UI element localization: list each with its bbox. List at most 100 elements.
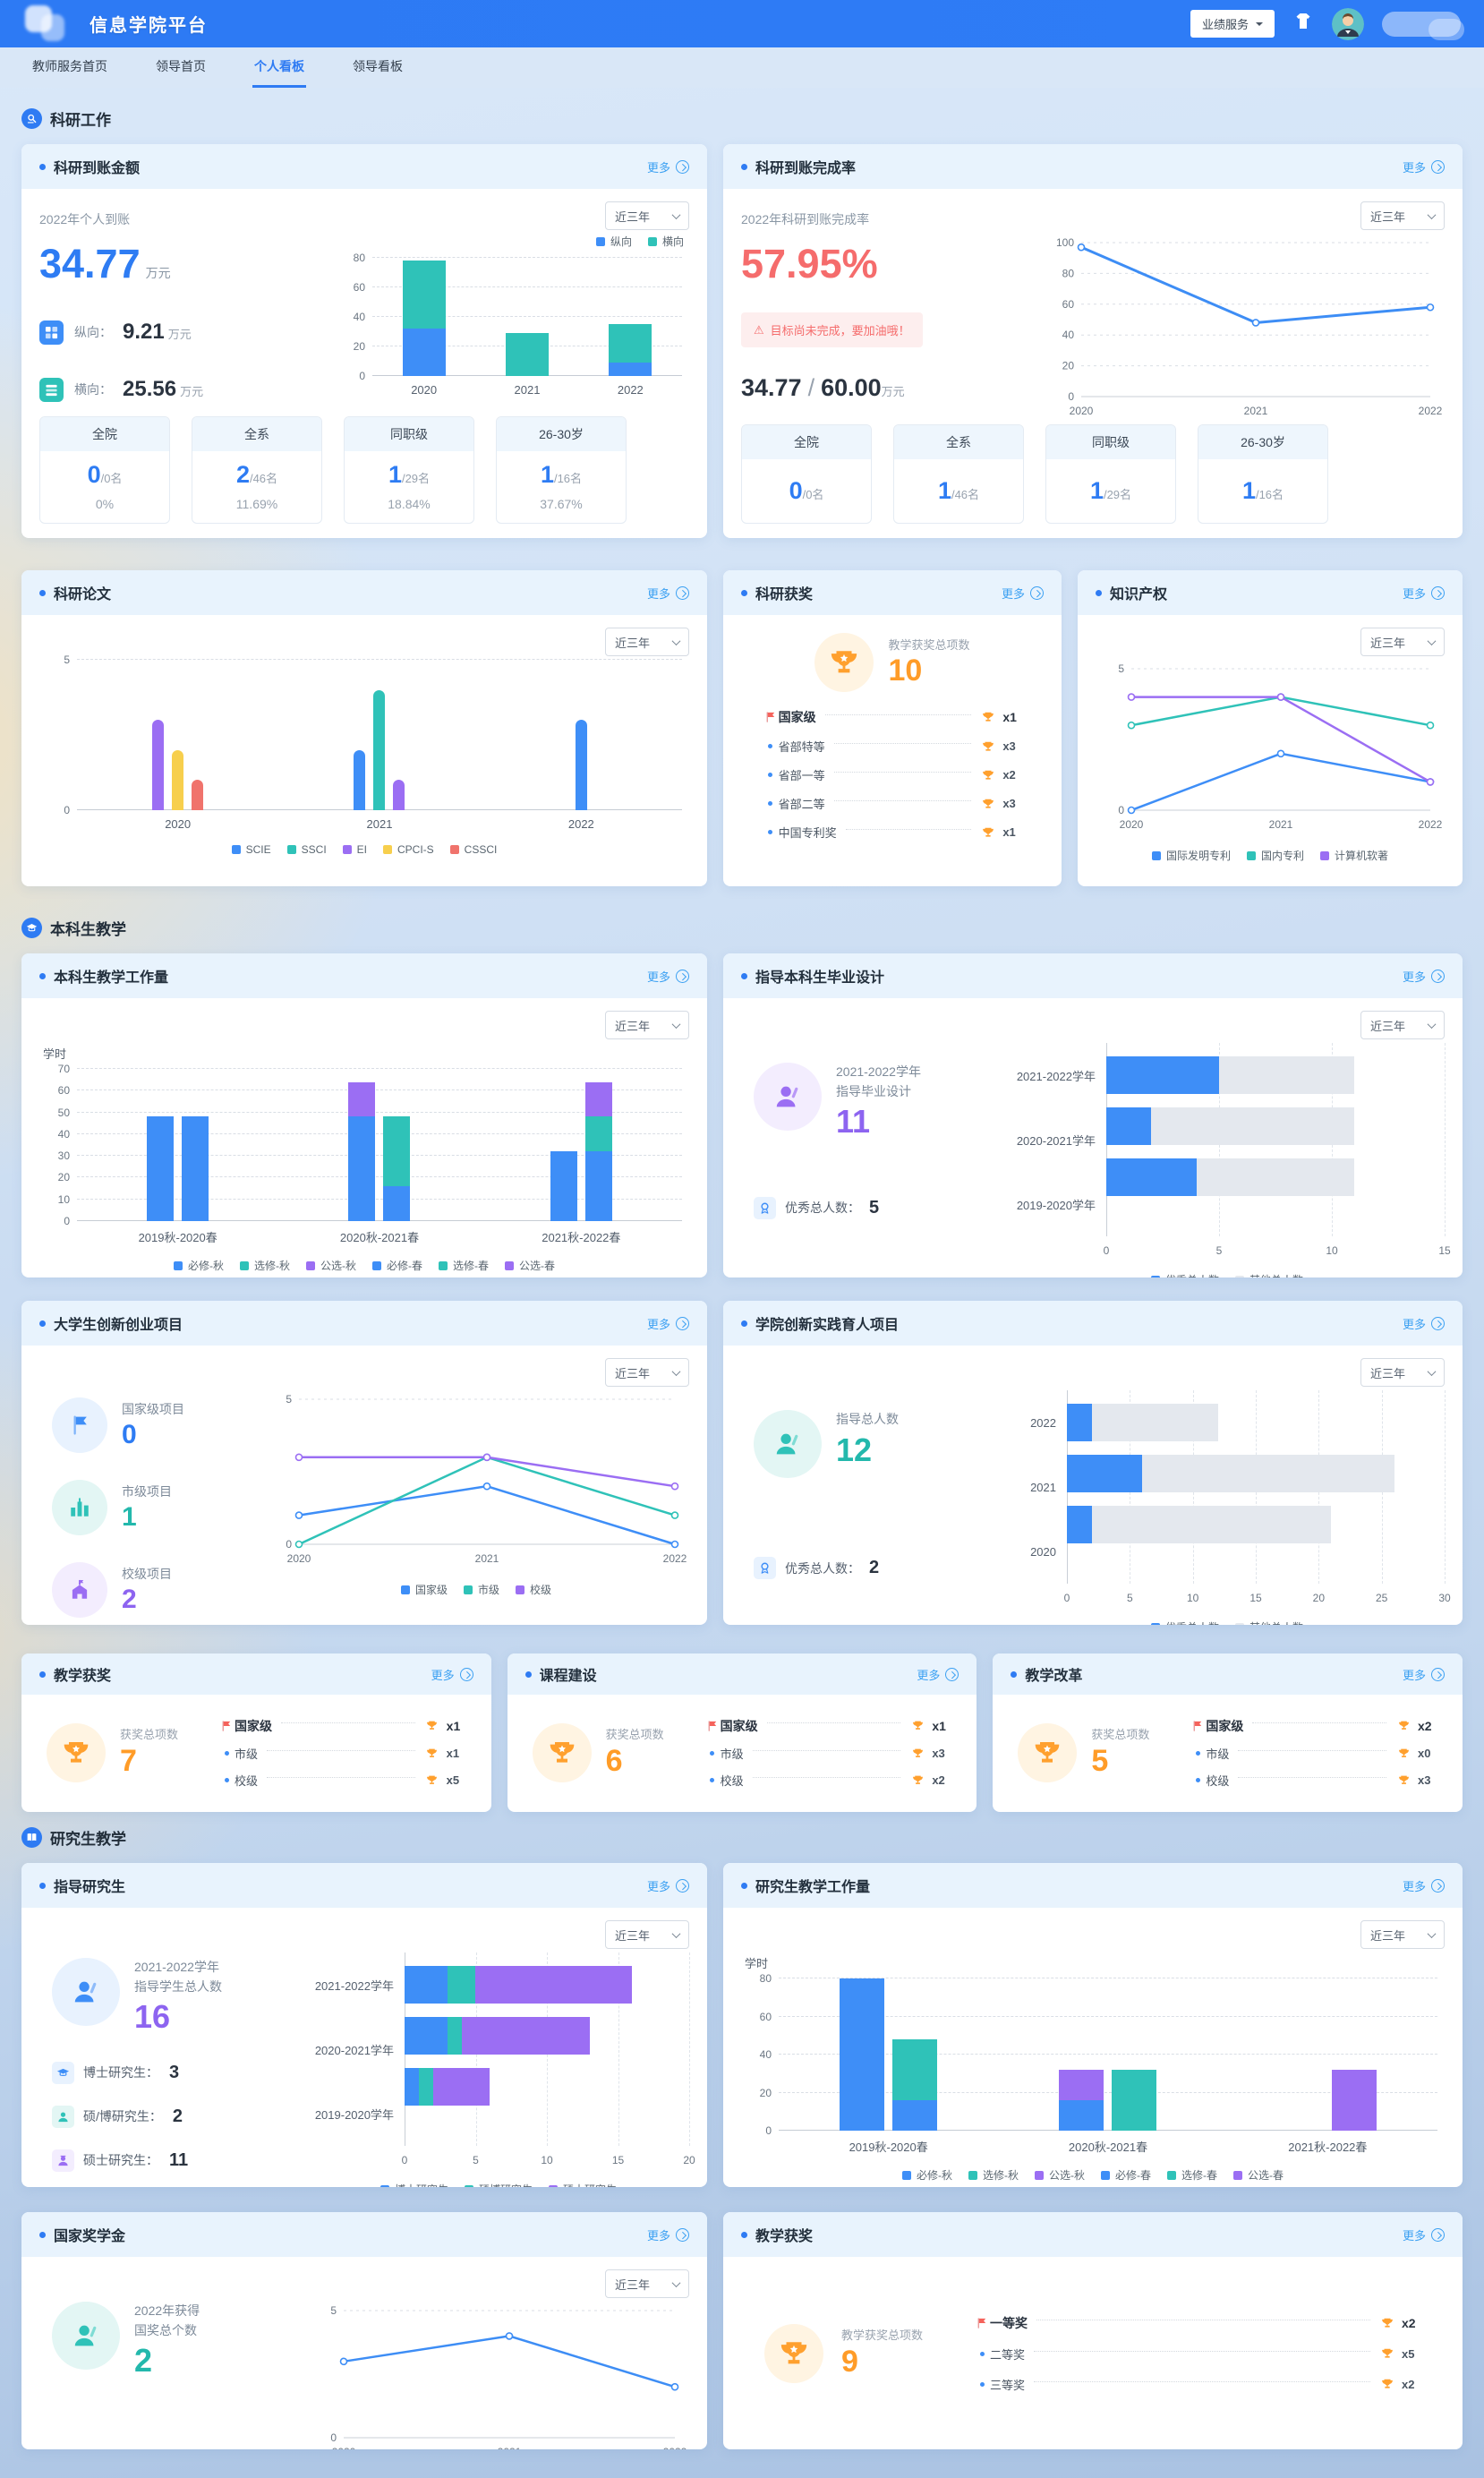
completion-subtitle: 2022年科研到账完成率: [741, 212, 870, 226]
trophy-small-icon: [980, 798, 996, 810]
more-link[interactable]: 更多: [917, 1666, 959, 1683]
scholarship-chart: 0 5 2020 2021 2022: [308, 2302, 689, 2449]
section-grad: 研究生教学: [21, 1826, 1463, 1849]
award-item: 国家级 x1: [218, 1717, 466, 1735]
arrival-amount: 34.77 万元: [39, 241, 171, 286]
range-select[interactable]: 近三年: [1360, 1011, 1445, 1039]
shirt-icon[interactable]: [1292, 11, 1314, 37]
ms-row: 硕士研究生： 11: [52, 2149, 308, 2172]
svg-text:80: 80: [1062, 267, 1075, 279]
svg-text:5: 5: [286, 1393, 292, 1406]
range-select[interactable]: 近三年: [605, 201, 689, 230]
excellent-row: 优秀总人数： 5: [754, 1196, 1010, 1219]
svg-text:2022: 2022: [1419, 818, 1443, 831]
completion-fraction: 34.77/60.00万元: [741, 374, 905, 401]
range-select[interactable]: 近三年: [1360, 201, 1445, 230]
range-select[interactable]: 近三年: [605, 2269, 689, 2298]
completion-chart: 0 20 40 60 80 100 2020 2021 2022: [1045, 234, 1445, 422]
more-link[interactable]: 更多: [647, 1315, 689, 1332]
award-item: 市级 x1: [218, 1745, 466, 1762]
trophy-icon: [1018, 1722, 1078, 1782]
svg-text:20: 20: [1062, 360, 1075, 372]
flag-icon: [1190, 1720, 1206, 1732]
city-project-stat: 市级项目 1: [52, 1480, 263, 1535]
award-item: 省部二等 x3: [763, 795, 1023, 812]
innovation-chart: 0 5 2020 2021 2022 国家级 市级 校级: [286, 1393, 687, 1596]
svg-text:2022: 2022: [663, 1552, 687, 1565]
svg-text:2022: 2022: [663, 2446, 687, 2449]
card-grad-awards: 教学获奖 更多 教学获奖总项数 9 一等奖 x2 二等奖 x5 三等奖 x2: [723, 2212, 1463, 2449]
card-teaching-load: 本科生教学工作量 更多 近三年 学时 0 10 20 30 40 50 60 70 2019秋-2…: [21, 953, 707, 1277]
award-item: 校级 x3: [1190, 1772, 1437, 1789]
award-item: 国家级 x2: [1190, 1717, 1437, 1735]
more-link[interactable]: 更多: [1002, 585, 1044, 602]
thesis-chart: 2021-2022学年2020-2021学年2019-2020学年051015优…: [1010, 1043, 1451, 1277]
student-icon: [52, 2149, 74, 2172]
medal-icon: [754, 1196, 776, 1219]
tab-teacher-home[interactable]: 教师服务首页: [32, 59, 107, 73]
award-item: 市级 x3: [704, 1745, 952, 1762]
card-teaching-reform: 教学改革 更多 获奖总项数 5 国家级 x2 市级 x0 校级 x3: [993, 1653, 1463, 1812]
range-select[interactable]: 近三年: [1360, 1358, 1445, 1387]
svg-text:2021: 2021: [1269, 818, 1293, 831]
award-item: 国家级 x1: [763, 708, 1023, 726]
medal-icon: [754, 1557, 776, 1579]
arrival-stats: 全院 0/0名 0% 全系 2/46名 11.69% 同职级 1/29名 18.84% 26…: [39, 416, 689, 524]
tab-personal-board[interactable]: 个人看板: [252, 47, 306, 88]
svg-text:0: 0: [1118, 804, 1124, 816]
stat-tile: 26-30岁 1/16名 37.67%: [496, 416, 627, 524]
range-select[interactable]: 近三年: [605, 1358, 689, 1387]
more-link[interactable]: 更多: [1403, 158, 1445, 175]
service-menu-button[interactable]: 业绩服务: [1190, 10, 1275, 38]
more-link[interactable]: 更多: [1403, 1877, 1445, 1894]
trophy-small-icon: [424, 1720, 440, 1731]
card-title: 科研到账金额: [54, 161, 141, 176]
goal-warning: ⚠ 目标尚未完成，要加油哦！: [741, 312, 923, 347]
svg-text:0: 0: [1068, 390, 1074, 403]
range-select[interactable]: 近三年: [1360, 1920, 1445, 1949]
trophy-small-icon: [909, 1720, 925, 1731]
svg-text:2022: 2022: [1419, 405, 1443, 417]
more-link[interactable]: 更多: [647, 968, 689, 985]
more-link[interactable]: 更多: [1403, 1315, 1445, 1332]
trophy-small-icon: [909, 1774, 925, 1786]
more-link[interactable]: 更多: [647, 158, 689, 175]
card-grad-students: 指导研究生 更多 近三年 2021-2022学年 指导学生总人数 16: [21, 1863, 707, 2187]
svg-text:2020: 2020: [1120, 818, 1144, 831]
ms-phd-row: 硕/博研究生： 2: [52, 2105, 308, 2128]
range-select[interactable]: 近三年: [605, 628, 689, 656]
card-ip: 知识产权 更多 近三年 0 5 2020 2021 2022 国际发明专利 国内专利 计算机软…: [1078, 570, 1463, 886]
range-select[interactable]: 近三年: [605, 1011, 689, 1039]
more-link[interactable]: 更多: [647, 585, 689, 602]
chevron-down-icon: [671, 209, 681, 219]
card-teach-awards: 教学获奖 更多 获奖总项数 7 国家级 x1 市级 x1 校级 x5: [21, 1653, 491, 1812]
warning-icon: ⚠: [754, 322, 764, 337]
award-list: 国家级 x1 省部特等 x3 省部一等 x2 省部二等 x3 中国专利奖 x1: [763, 708, 1023, 841]
tab-leader-home[interactable]: 领导首页: [156, 59, 206, 73]
stat-tile: 全院 0/0名 0%: [39, 416, 170, 524]
svg-text:2020: 2020: [332, 2446, 356, 2449]
range-select[interactable]: 近三年: [605, 1920, 689, 1949]
phd-row: 博士研究生： 3: [52, 2061, 308, 2084]
tab-leader-board[interactable]: 领导看板: [353, 59, 403, 73]
more-link[interactable]: 更多: [431, 1666, 473, 1683]
more-link[interactable]: 更多: [1403, 585, 1445, 602]
more-link[interactable]: 更多: [647, 2226, 689, 2243]
completion-pct: 57.95%: [741, 241, 878, 286]
card-research-awards: 科研获奖 更多 教学获奖总项数 10 国家级 x1 省部特等 x3 省部一等 x2 省部…: [723, 570, 1062, 886]
trophy-small-icon: [424, 1747, 440, 1759]
award-item: 中国专利奖 x1: [763, 824, 1023, 841]
ip-chart: 0 5 2020 2021 2022 国际发明专利 国内专利 计算机软著: [1118, 662, 1443, 862]
trophy-icon: [814, 633, 874, 692]
svg-text:100: 100: [1056, 236, 1074, 249]
avatar[interactable]: [1332, 7, 1364, 40]
more-link[interactable]: 更多: [1403, 1666, 1445, 1683]
arrival-chart: 纵向 横向 0 20 40 60 80 2020 2021 2022: [353, 235, 684, 397]
more-link[interactable]: 更多: [1403, 2226, 1445, 2243]
range-select[interactable]: 近三年: [1360, 628, 1445, 656]
flag-icon: [704, 1720, 721, 1732]
trophy-icon: [532, 1722, 592, 1782]
more-link[interactable]: 更多: [647, 1877, 689, 1894]
more-link[interactable]: 更多: [1403, 968, 1445, 985]
student-icon: [52, 2105, 74, 2128]
